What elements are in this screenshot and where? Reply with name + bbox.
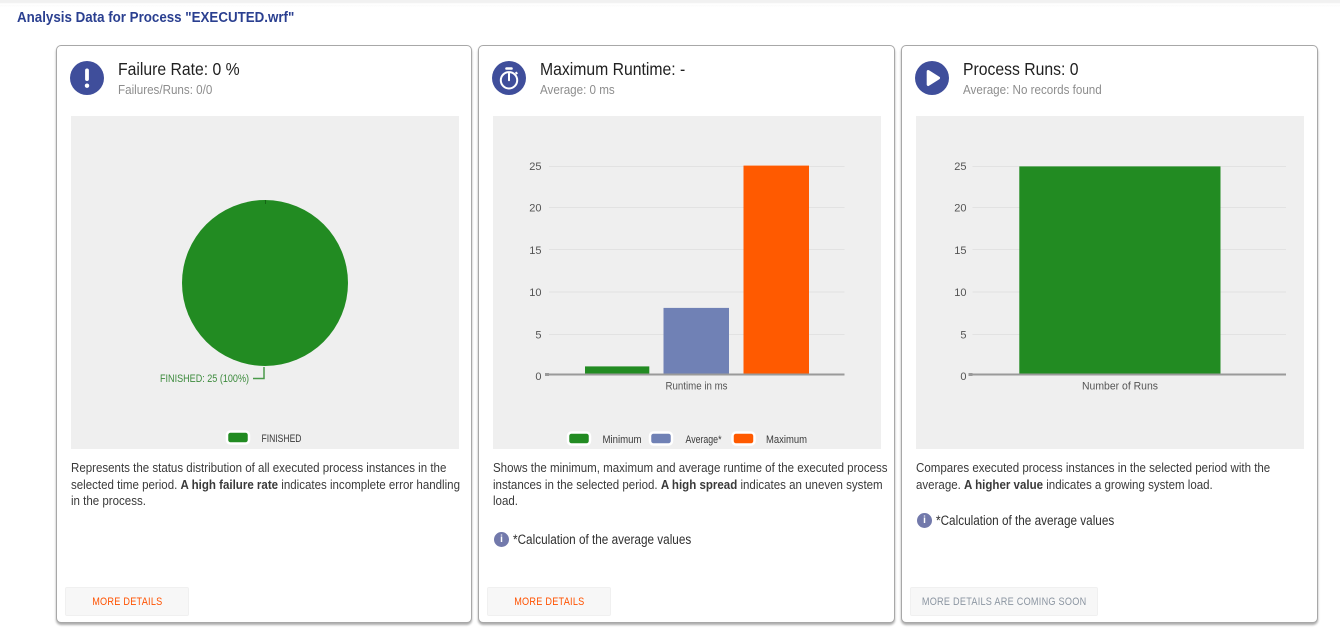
svg-text:Average*: Average*: [686, 434, 723, 446]
svg-text:25: 25: [954, 161, 966, 173]
svg-text:20: 20: [529, 203, 541, 215]
svg-text:10: 10: [954, 287, 966, 299]
svg-text:Maximum: Maximum: [766, 434, 807, 446]
svg-text:15: 15: [529, 245, 541, 257]
svg-text:FINISHED: 25 (100%): FINISHED: 25 (100%): [160, 373, 249, 385]
svg-text:5: 5: [535, 330, 541, 342]
svg-text:5: 5: [960, 330, 966, 342]
svg-text:25: 25: [529, 161, 541, 173]
svg-text:10: 10: [529, 287, 541, 299]
svg-text:20: 20: [954, 203, 966, 215]
svg-text:15: 15: [954, 245, 966, 257]
svg-text:FINISHED: FINISHED: [262, 433, 302, 445]
svg-text:0: 0: [535, 371, 541, 383]
svg-text:0: 0: [960, 371, 966, 383]
svg-text:Number of Runs: Number of Runs: [1082, 381, 1158, 393]
svg-text:Runtime in ms: Runtime in ms: [666, 381, 728, 393]
svg-text:Minimum: Minimum: [603, 434, 642, 446]
